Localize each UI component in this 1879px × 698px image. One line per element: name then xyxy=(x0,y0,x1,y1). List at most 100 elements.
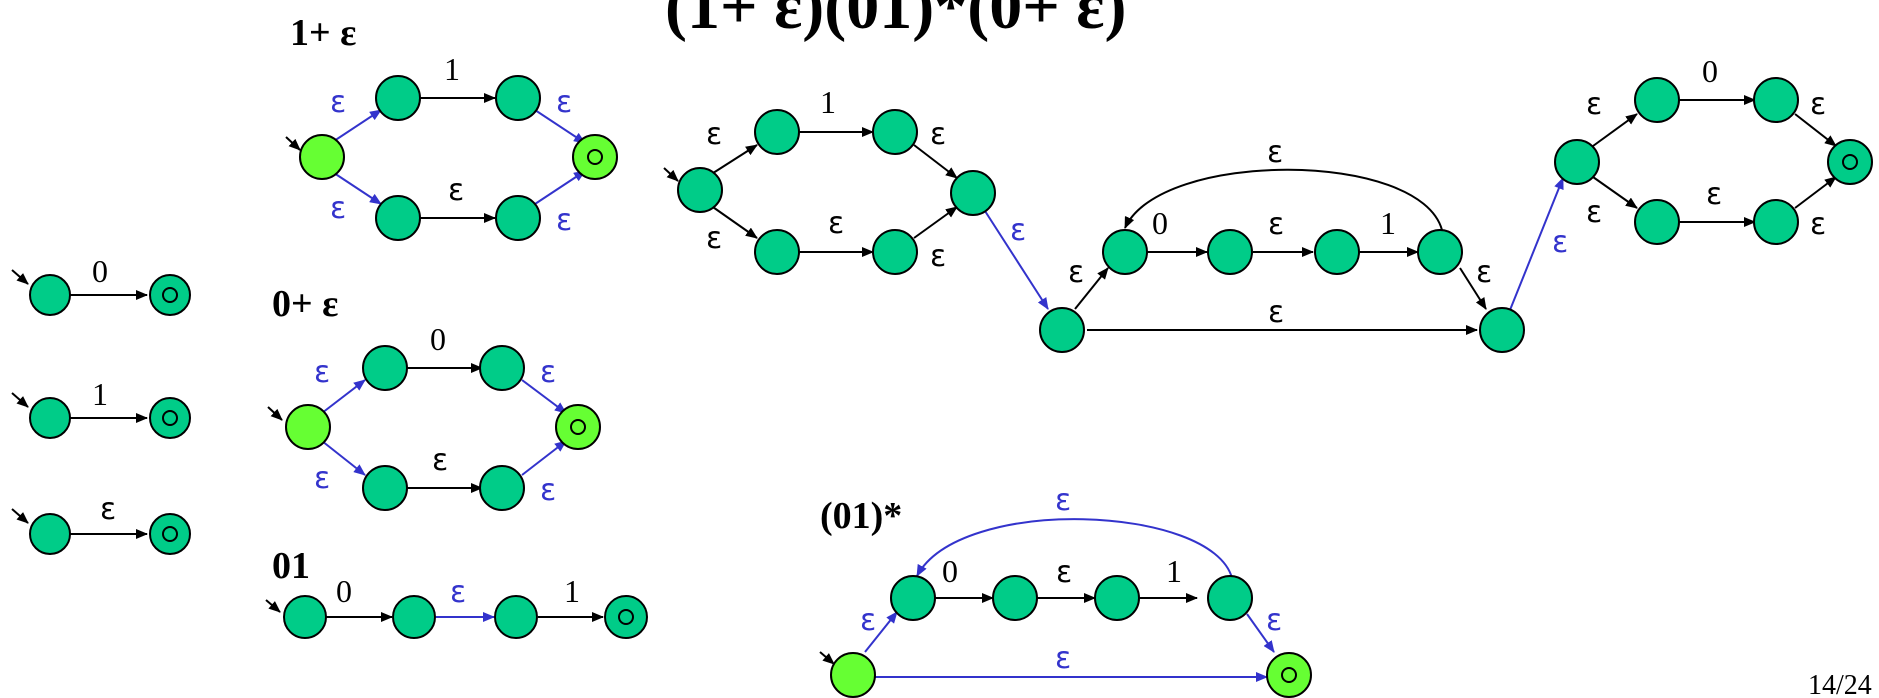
edge-label: 1 xyxy=(564,573,580,609)
edge-label: ε xyxy=(330,85,346,120)
accept-state xyxy=(572,134,618,180)
edge-label: 1 xyxy=(1166,553,1182,589)
state xyxy=(872,109,918,155)
edge-label: 0 xyxy=(1702,53,1718,89)
accept-state xyxy=(604,595,648,639)
state xyxy=(495,75,541,121)
epsilon-edge xyxy=(534,109,586,144)
epsilon-edge xyxy=(521,379,567,414)
diagram-title: 1+ ε xyxy=(290,12,356,54)
epsilon-edge xyxy=(321,379,366,414)
state xyxy=(754,109,800,155)
edge-label: ε xyxy=(1266,603,1282,638)
edge-label: ε xyxy=(1268,295,1284,330)
accept-marker xyxy=(570,419,586,435)
edge-label: ε xyxy=(1586,87,1602,122)
start-arrow xyxy=(819,651,835,665)
state xyxy=(375,75,421,121)
accept-state xyxy=(1266,652,1312,698)
state xyxy=(1634,199,1680,245)
edge-label: ε xyxy=(828,206,844,241)
accept-marker xyxy=(587,149,603,165)
edge xyxy=(709,204,758,239)
state xyxy=(29,397,71,439)
edge-label: ε xyxy=(1056,555,1072,590)
accept-marker xyxy=(1842,154,1858,170)
epsilon-loop-edge xyxy=(916,518,1233,579)
edge-label: 0 xyxy=(336,573,352,609)
state xyxy=(1039,307,1085,353)
start-state xyxy=(285,404,331,450)
nfa-full: 1 ε ε ε ε ε ε ε 0 ε 1 ε ε ε ε 0 ε xyxy=(663,53,1873,353)
state xyxy=(677,167,723,213)
state xyxy=(992,575,1038,621)
accept-marker xyxy=(162,410,178,426)
edge-label: 1 xyxy=(444,51,460,87)
edge-label: ε xyxy=(706,117,722,152)
diagram-title: (01)* xyxy=(820,495,902,537)
start-arrow xyxy=(663,167,679,182)
state xyxy=(362,345,408,391)
edge-label: ε xyxy=(1586,195,1602,230)
state xyxy=(29,513,71,555)
accept-marker xyxy=(1281,667,1297,683)
edge-label: ε xyxy=(450,575,466,610)
edge-label: 1 xyxy=(92,376,108,412)
epsilon-edge xyxy=(864,611,898,653)
start-arrow xyxy=(285,136,301,151)
epsilon-edge xyxy=(321,440,366,476)
edge-label: ε xyxy=(1268,207,1284,242)
edge-label: ε xyxy=(556,203,572,238)
edge-label: ε xyxy=(432,443,448,478)
epsilon-loop-edge xyxy=(1124,168,1443,231)
edge xyxy=(913,206,958,239)
edge-label: ε xyxy=(448,173,464,208)
state xyxy=(890,575,936,621)
state xyxy=(1314,229,1360,275)
edge-label: ε xyxy=(860,603,876,638)
edge-label: 0 xyxy=(430,321,446,357)
state xyxy=(375,195,421,241)
edge-label: 1 xyxy=(1380,205,1396,241)
accept-state xyxy=(149,274,191,316)
edge-label: ε xyxy=(706,221,722,256)
edge-label: ε xyxy=(1010,213,1026,248)
state xyxy=(1753,77,1799,123)
edge-label: ε xyxy=(1706,177,1722,212)
accept-state xyxy=(149,397,191,439)
start-state xyxy=(299,134,345,180)
edge-label: ε xyxy=(930,117,946,152)
edge-label: ε xyxy=(1055,483,1071,518)
state xyxy=(1554,139,1600,185)
nfa-one-plus-epsilon: 1+ ε 1 ε ε ε ε ε xyxy=(285,12,618,241)
edge xyxy=(1592,113,1638,147)
diagram-title: 01 xyxy=(272,545,310,587)
state xyxy=(1102,229,1148,275)
nfa-base-1: 1 xyxy=(11,376,191,439)
accept-state xyxy=(555,404,601,450)
page-number: 14/24 xyxy=(1808,670,1872,698)
start-arrow xyxy=(11,508,29,524)
accept-state xyxy=(149,513,191,555)
state xyxy=(392,595,436,639)
nfa-base-0: 0 xyxy=(11,253,191,316)
state xyxy=(1094,575,1140,621)
nfa-base-epsilon: ε xyxy=(11,492,191,555)
start-state xyxy=(830,652,876,698)
epsilon-edge xyxy=(330,170,382,205)
epsilon-edge xyxy=(1509,177,1564,311)
edge-label: ε xyxy=(330,191,346,226)
edge xyxy=(1794,176,1837,209)
edge-label: ε xyxy=(540,355,556,390)
state xyxy=(1207,575,1253,621)
state xyxy=(754,229,800,275)
start-arrow xyxy=(267,406,283,421)
accept-marker xyxy=(162,287,178,303)
edge xyxy=(709,144,758,176)
start-arrow xyxy=(11,392,29,408)
edge-label: 0 xyxy=(942,553,958,589)
edge-label: ε xyxy=(100,492,116,527)
edge-label: ε xyxy=(1055,641,1071,676)
accept-marker xyxy=(162,526,178,542)
